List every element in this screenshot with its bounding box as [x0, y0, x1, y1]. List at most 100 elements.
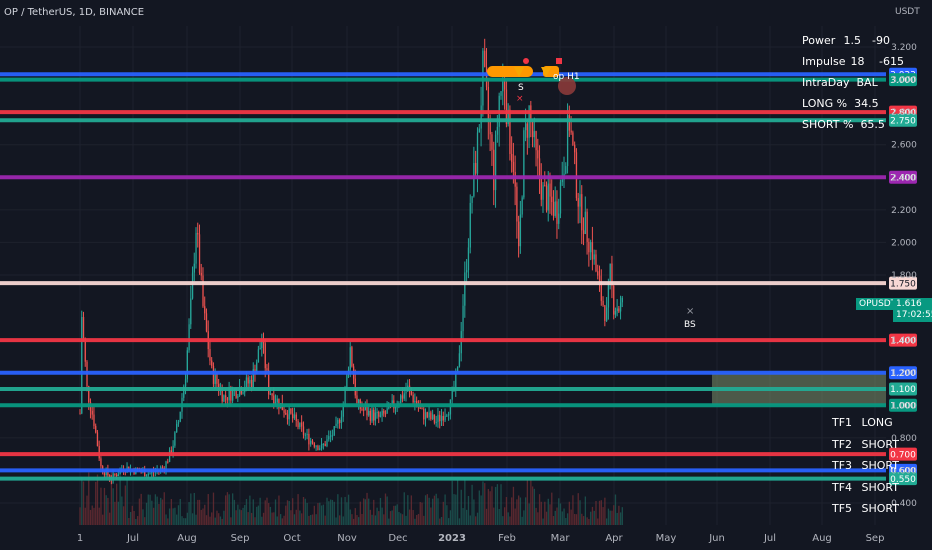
candle-body — [518, 221, 520, 247]
volume-bar — [292, 498, 294, 525]
volume-bar — [467, 495, 470, 525]
volume-bar — [326, 497, 328, 525]
level-price-label: 0.700 — [890, 450, 916, 460]
candle-body — [193, 263, 195, 273]
volume-bar — [117, 501, 120, 525]
volume-bar — [373, 499, 375, 525]
timeframe-direction: SHORT — [861, 502, 899, 515]
candle-body — [391, 400, 393, 405]
stat-value: 18 — [850, 55, 865, 68]
volume-bar — [563, 508, 565, 525]
candle-body — [551, 196, 553, 202]
volume-bar — [254, 517, 256, 525]
timeframe-key: TF3 — [832, 459, 853, 472]
x-tick-label: Nov — [337, 533, 357, 544]
stat-value-2: -615 — [879, 55, 904, 68]
candle-body — [288, 408, 290, 420]
top-label: op H1 — [553, 72, 580, 82]
volume-bar — [453, 494, 455, 525]
level-price-tag — [889, 447, 917, 461]
timeframe-direction: SHORT — [861, 437, 899, 451]
candle-body — [613, 285, 615, 315]
volume-bar — [177, 505, 180, 525]
candle-body — [190, 298, 192, 325]
candle-body — [588, 241, 590, 253]
volume-bar — [339, 515, 341, 525]
timeframe-key: TF2 — [832, 437, 853, 451]
candle-body — [319, 448, 321, 450]
volume-bar — [264, 500, 266, 525]
candle-body — [165, 461, 167, 472]
volume-bar — [566, 513, 569, 525]
candle-body — [378, 412, 380, 417]
candle-body — [582, 230, 585, 235]
candle-body — [507, 109, 509, 125]
stats-row: Impulse 18 -615 — [802, 51, 904, 72]
candle-body — [302, 426, 305, 435]
volume-bar — [228, 494, 230, 525]
volume-bar — [478, 490, 480, 525]
last-price-tag[interactable]: OPUSDT 1.616 17:02:55 — [856, 298, 932, 322]
volume-bar — [464, 478, 466, 525]
candle-body — [484, 50, 486, 67]
volume-bar — [351, 514, 353, 525]
candle-body — [179, 411, 181, 422]
volume-bar — [611, 510, 613, 525]
stat-key: SHORT % — [802, 118, 854, 131]
candle-body — [245, 377, 248, 389]
volume-bar — [188, 502, 190, 525]
volume-bar — [502, 516, 504, 525]
candle-body — [421, 408, 423, 410]
candle-body — [545, 185, 548, 211]
candle-body — [386, 408, 388, 414]
y-tick-label: 2.400 — [891, 173, 917, 183]
candle-body — [621, 297, 623, 303]
x-tick-label: Jul — [763, 533, 776, 544]
candle-body — [489, 119, 491, 135]
timeframe-panel: TF1 LONG TF2 SHORT TF3 SHORT TF4 SHORT T… — [832, 412, 899, 520]
volume-bar — [602, 507, 604, 525]
candle-body — [257, 349, 260, 363]
volume-bar — [179, 498, 181, 525]
volume-bar — [186, 512, 188, 525]
volume-bar — [324, 515, 326, 525]
candle-body — [103, 472, 106, 475]
candle-body — [618, 308, 620, 312]
y-tick-label: 2.200 — [891, 206, 917, 216]
volume-bar — [405, 515, 407, 525]
candle-body — [212, 365, 215, 384]
candle-body — [200, 272, 202, 276]
x-tick-label: 2023 — [438, 533, 466, 544]
chart-title: OP / TetherUS, 1D, BINANCE — [4, 7, 145, 18]
candle-body — [444, 415, 446, 421]
candle-body — [598, 275, 601, 283]
x-tick-label: Aug — [812, 533, 832, 544]
candle-body — [473, 162, 475, 197]
level-price-label: 2.750 — [890, 116, 916, 126]
candle-body — [144, 470, 146, 477]
volume-bar — [261, 516, 263, 525]
candle-body — [183, 386, 185, 398]
volume-bar — [376, 507, 378, 525]
candle-body — [401, 395, 404, 399]
volume-bar — [349, 509, 351, 525]
volume-bar — [299, 510, 301, 525]
candle-body — [595, 254, 597, 272]
volume-bar — [391, 510, 393, 525]
candle-body — [256, 362, 258, 375]
volume-bar — [400, 513, 402, 525]
cross-icon: × — [686, 306, 694, 317]
level-price-tag — [889, 276, 917, 290]
candle-body — [430, 412, 432, 420]
volume-bars — [79, 471, 623, 525]
volume-bar — [516, 499, 518, 525]
volume-bar — [561, 511, 563, 525]
candle-body — [292, 413, 294, 419]
candle-body — [161, 467, 164, 469]
down-triangle-icon — [541, 67, 551, 77]
volume-bar — [352, 518, 355, 525]
volume-bar — [133, 511, 135, 525]
volume-bar — [572, 495, 574, 525]
volume-bar — [568, 501, 571, 525]
